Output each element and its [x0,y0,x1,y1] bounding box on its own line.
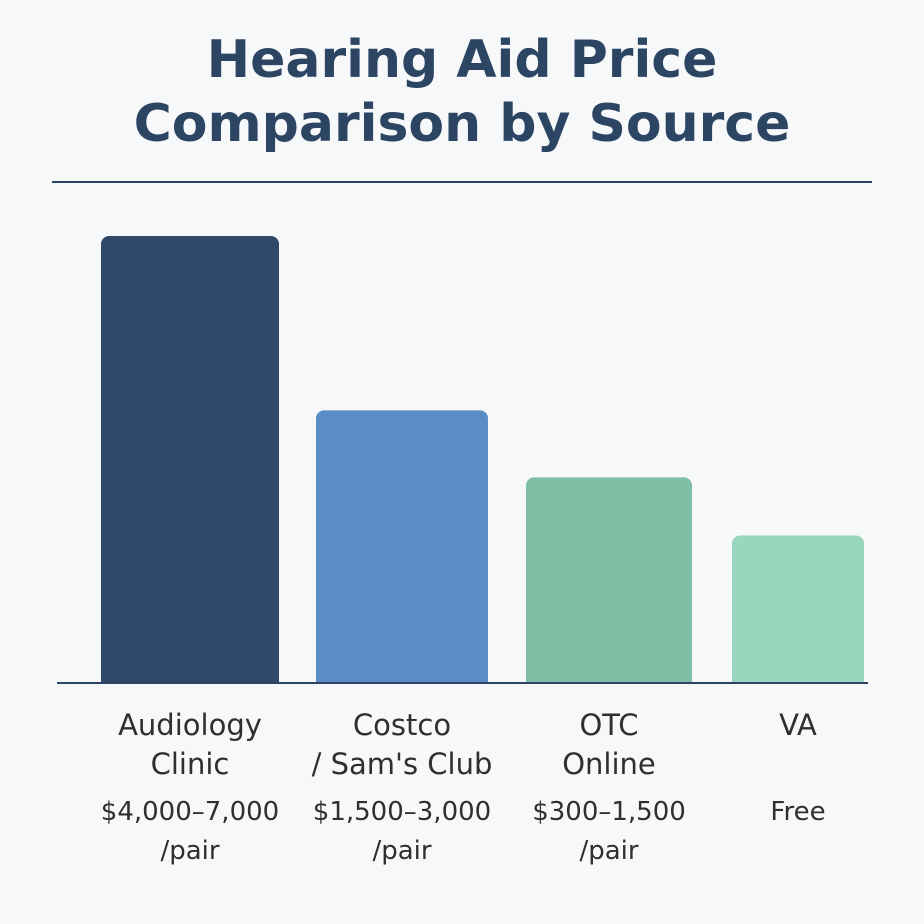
bar-otc-online [526,477,692,689]
bar-costco-sams-club [316,410,488,689]
value-label-otc: $300–1,500 /pair [499,793,719,871]
category-label-line: Audiology [118,708,262,742]
value-label-line: /pair [372,836,432,866]
value-label-costco: $1,500–3,000 /pair [282,793,522,871]
value-label-va: Free [708,793,888,832]
value-label-line: $1,500–3,000 [312,797,492,827]
category-label-line: OTC [579,708,639,742]
value-label-line: $300–1,500 [532,797,686,827]
category-label-line: VA [779,708,817,742]
category-label-line: / Sam's Club [311,747,493,781]
bar-audiology-clinic [101,236,279,689]
value-label-line: Free [770,797,826,827]
chart-title-line-1: Hearing Aid Price [206,30,718,90]
category-label-otc: OTC Online [499,706,719,784]
value-label-line: $4,000–7,000 [100,797,280,827]
chart-title: Hearing Aid Price Comparison by Source [0,28,924,156]
bar-va [732,535,864,689]
value-label-audiology: $4,000–7,000 /pair [70,793,310,871]
category-label-va: VA [708,706,888,745]
category-label-line: Clinic [150,747,230,781]
title-divider [52,181,872,183]
chart-title-line-2: Comparison by Source [133,94,791,154]
category-label-line: Costco [352,708,452,742]
category-label-audiology: Audiology Clinic [80,706,300,784]
value-label-line: /pair [160,836,220,866]
category-label-line: Online [562,747,656,781]
baseline-mask [0,684,924,696]
category-label-costco: Costco / Sam's Club [292,706,512,784]
value-label-line: /pair [579,836,639,866]
